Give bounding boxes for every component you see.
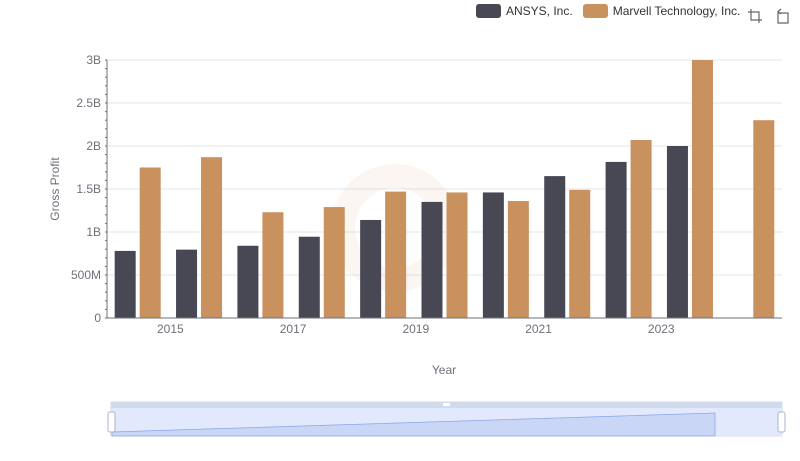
bars-group — [114, 60, 775, 319]
y-axis: 0 500M 1B 1.5B 2B 2.5B 3B — [71, 53, 108, 325]
y-tick-label: 2B — [86, 139, 101, 153]
data-zoom-left-handle[interactable] — [107, 411, 116, 433]
bar-marvell-2016[interactable] — [262, 212, 284, 318]
bar-ansys-2014[interactable] — [114, 250, 136, 318]
x-axis-label: Year — [432, 363, 456, 377]
y-tick-label: 1.5B — [76, 182, 101, 196]
legend-item-marvell[interactable]: Marvell Technology, Inc. — [582, 4, 741, 18]
bar-ansys-2019[interactable] — [421, 201, 443, 318]
bar-marvell-2023[interactable] — [691, 60, 713, 318]
data-zoom-slider[interactable] — [107, 401, 786, 437]
y-tick-label: 2.5B — [76, 96, 101, 110]
toolbox — [747, 8, 800, 24]
bar-marvell-2014[interactable] — [139, 167, 161, 319]
legend: ANSYS, Inc. Marvell Technology, Inc. — [476, 4, 750, 18]
x-tick-label: 2019 — [402, 322, 429, 336]
legend-swatch — [582, 4, 608, 18]
bar-ansys-2016[interactable] — [237, 245, 259, 318]
bar-ansys-2018[interactable] — [360, 219, 382, 318]
bar-ansys-2017[interactable] — [298, 236, 320, 318]
bar-ansys-2023[interactable] — [666, 146, 688, 318]
bar-marvell-2018[interactable] — [385, 191, 407, 318]
y-tick-label: 3B — [86, 53, 101, 67]
y-tick-label: 500M — [71, 268, 101, 282]
bar-marvell-2024[interactable] — [753, 120, 775, 318]
x-axis: 2015 2017 2019 2021 2023 — [107, 317, 782, 336]
bar-ansys-2022[interactable] — [605, 161, 627, 318]
legend-item-ansys[interactable]: ANSYS, Inc. — [476, 4, 573, 18]
x-tick-label: 2023 — [648, 322, 675, 336]
bar-marvell-2015[interactable] — [201, 157, 223, 318]
bar-ansys-2015[interactable] — [176, 249, 198, 318]
bar-marvell-2022[interactable] — [630, 139, 652, 318]
legend-label: ANSYS, Inc. — [506, 4, 573, 18]
y-tick-label: 1B — [86, 225, 101, 239]
bar-marvell-2017[interactable] — [323, 207, 345, 318]
bar-ansys-2021[interactable] — [544, 176, 566, 318]
bar-marvell-2019[interactable] — [446, 192, 468, 318]
restore-icon[interactable] — [775, 8, 791, 24]
bar-marvell-2020[interactable] — [507, 201, 529, 318]
legend-label: Marvell Technology, Inc. — [612, 4, 741, 18]
legend-swatch — [476, 4, 501, 18]
y-tick-label: 0 — [94, 311, 101, 325]
data-zoom-preview-area — [111, 412, 716, 437]
y-axis-label: Gross Profit — [48, 157, 62, 221]
data-zoom-grip[interactable] — [443, 403, 450, 406]
zoom-crosshair-icon[interactable] — [747, 8, 763, 24]
x-tick-label: 2017 — [280, 322, 307, 336]
x-tick-label: 2021 — [525, 322, 552, 336]
x-tick-label: 2015 — [157, 322, 184, 336]
data-zoom-right-handle[interactable] — [777, 411, 786, 433]
bar-ansys-2020[interactable] — [482, 192, 504, 318]
bar-marvell-2021[interactable] — [569, 189, 591, 318]
